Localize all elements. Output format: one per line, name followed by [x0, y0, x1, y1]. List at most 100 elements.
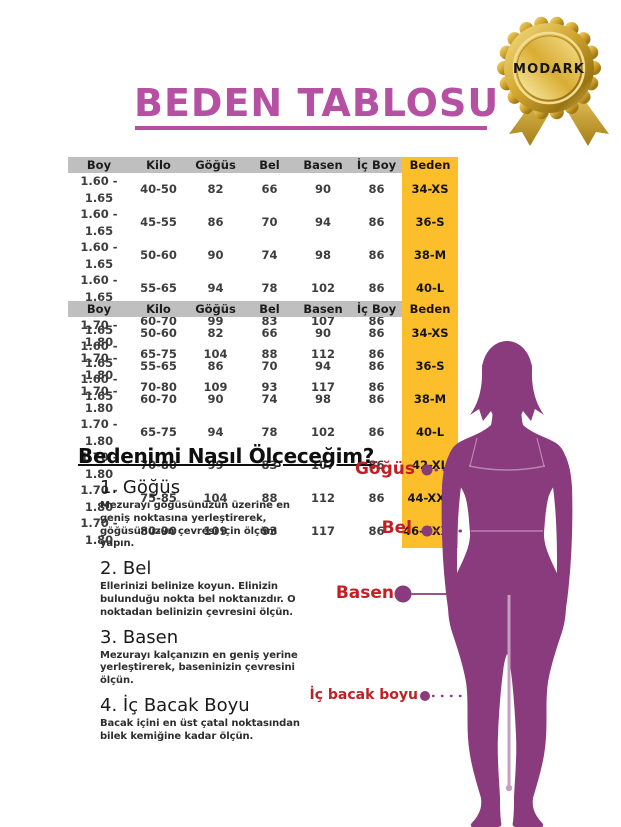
table-cell: 1.60 - 1.65 — [80, 339, 118, 370]
column-header: Basen — [295, 301, 351, 317]
step-text: Bacak içini en üst çatal noktasından bil… — [100, 717, 300, 742]
table-cell: 117 — [310, 380, 335, 395]
table-cell: 66 — [261, 326, 278, 341]
table-cell: 40-50 — [140, 182, 177, 197]
table-cell: 45-55 — [140, 215, 177, 230]
table-cell: 94 — [207, 281, 224, 296]
table-cell: 70 — [261, 215, 278, 230]
column-header: Beden — [402, 301, 458, 317]
table-cell: 70-80 — [140, 458, 177, 473]
table-cell: 75-85 — [140, 491, 177, 506]
table-row: 1.70 - 1.80 75-85 104 88 112 86 44-XXL — [68, 482, 458, 515]
table-row: 1.60 - 1.65 55-65 94 78 102 86 40-L — [68, 272, 458, 305]
table-cell: 82 — [207, 326, 224, 341]
step-title: 1. Göğüs — [100, 477, 181, 498]
howto-heading: Bedenimi Nasıl Ölçeceğim? — [78, 444, 375, 468]
gogus-callout-dot — [421, 464, 433, 476]
table-cell: 117 — [310, 524, 335, 539]
table-cell: 86 — [368, 314, 385, 329]
step-text: Mezurayı göğüsünüzün üzerine en geniş no… — [100, 500, 290, 550]
column-header: İç Boy — [351, 157, 402, 173]
table-cell: 88 — [261, 347, 278, 362]
table-cell: 82 — [207, 182, 224, 197]
table-cell: 40-L — [402, 272, 458, 305]
measure-instructions: Bedenimi Nasıl Ölçeceğim? 1. Göğüs Mezur… — [78, 444, 375, 751]
table-header-row: Boy Kilo Göğüs Bel Basen İç Boy Beden — [68, 157, 458, 173]
basen-callout-dot — [394, 585, 412, 603]
table-cell: 102 — [310, 425, 335, 440]
table-cell: 55-65 — [140, 359, 177, 374]
table-cell: 86 — [207, 359, 224, 374]
table-cell: 66 — [261, 182, 278, 197]
figure-arm-left — [441, 444, 465, 638]
column-header: Göğüs — [187, 157, 244, 173]
table-cell: 107 — [310, 314, 335, 329]
column-header: Kilo — [130, 157, 187, 173]
figure-label-ic-bacak-boyu: İç bacak boyu — [309, 687, 418, 703]
table-cell: 1.60 - 1.65 — [80, 207, 118, 238]
table-cell: 112 — [310, 347, 335, 362]
table-cell: 36-S — [402, 350, 458, 383]
step-bel: 2. Bel Ellerinizi belinize koyun. Eliniz… — [100, 558, 318, 619]
ic-bacak-callout-dot — [420, 691, 430, 701]
table-cell: 90 — [207, 248, 224, 263]
step-ic-bacak-boyu: 4. İç Bacak Boyu Bacak içini en üst çata… — [100, 695, 318, 744]
strap-line-left — [469, 437, 478, 467]
table-cell: 74 — [261, 392, 278, 407]
table-cell: 1.70 - 1.80 — [80, 483, 118, 514]
step-basen: 3. Basen Mezurayı kalçanızın en geniş ye… — [100, 627, 318, 688]
step-gogus: 1. Göğüs Mezurayı göğüsünüzün üzerine en… — [100, 477, 318, 551]
figure-label-basen: Basen — [335, 583, 394, 603]
table-row: 1.60 - 1.65 45-55 86 70 94 86 36-S — [68, 206, 458, 239]
table-cell: 1.60 - 1.65 — [80, 174, 118, 205]
table-cell: 86 — [368, 215, 385, 230]
table-cell: 44-XXL — [402, 482, 458, 515]
table-cell: 78 — [261, 425, 278, 440]
table-cell: 86 — [368, 392, 385, 407]
table-cell: 40-L — [402, 416, 458, 449]
table-cell: 65-75 — [140, 347, 177, 362]
table-cell: 86 — [368, 248, 385, 263]
badge-label: MODARK — [513, 62, 585, 77]
column-header: Bel — [244, 157, 295, 173]
table-cell: 65-75 — [140, 425, 177, 440]
table-cell: 1.60 - 1.65 — [80, 240, 118, 271]
table-cell: 50-60 — [140, 326, 177, 341]
table-cell: 50-60 — [140, 248, 177, 263]
table-cell: 70 — [261, 359, 278, 374]
table-cell: 86 — [368, 524, 385, 539]
table-cell: 60-70 — [140, 392, 177, 407]
table-cell: 34-XS — [402, 173, 458, 206]
table-cell: 86 — [207, 215, 224, 230]
table-cell: 112 — [310, 491, 335, 506]
table-cell: 99 — [207, 314, 224, 329]
table-cell: 55-65 — [140, 281, 177, 296]
modark-gold-seal: MODARK — [497, 16, 609, 146]
table-cell: 94 — [314, 215, 331, 230]
table-cell: 1.60 - 1.65 — [80, 372, 118, 403]
inseam-end-dot — [505, 784, 513, 792]
table-cell: 90 — [314, 326, 331, 341]
page-title: BEDEN TABLOSU — [134, 81, 500, 125]
table-cell: 70-80 — [140, 380, 177, 395]
table-cell: 1.70 - 1.80 — [80, 450, 118, 481]
column-header: Kilo — [130, 301, 187, 317]
table-cell: 36-S — [402, 206, 458, 239]
table-cell: 1.70 - 1.80 — [80, 516, 118, 547]
table-cell: 109 — [203, 524, 228, 539]
table-row: 1.70 - 1.80 50-60 82 66 90 86 34-XS — [68, 317, 458, 350]
title-underline — [135, 126, 487, 130]
table-cell: 86 — [368, 491, 385, 506]
table-cell: 1.70 - 1.80 — [80, 417, 118, 448]
table-cell: 109 — [203, 380, 228, 395]
table-cell: 60-70 — [140, 314, 177, 329]
column-header: İç Boy — [351, 301, 402, 317]
table-cell: 38-M — [402, 239, 458, 272]
figure-body — [447, 393, 567, 827]
table-row: 1.70 - 1.80 55-65 86 70 94 86 36-S — [68, 350, 458, 383]
table-cell: 94 — [207, 425, 224, 440]
column-header: Boy — [68, 301, 130, 317]
table-cell: 1.60 - 1.65 — [80, 273, 118, 304]
table-cell: 98 — [314, 392, 331, 407]
step-text: Ellerinizi belinize koyun. Elinizin bulu… — [100, 581, 296, 618]
